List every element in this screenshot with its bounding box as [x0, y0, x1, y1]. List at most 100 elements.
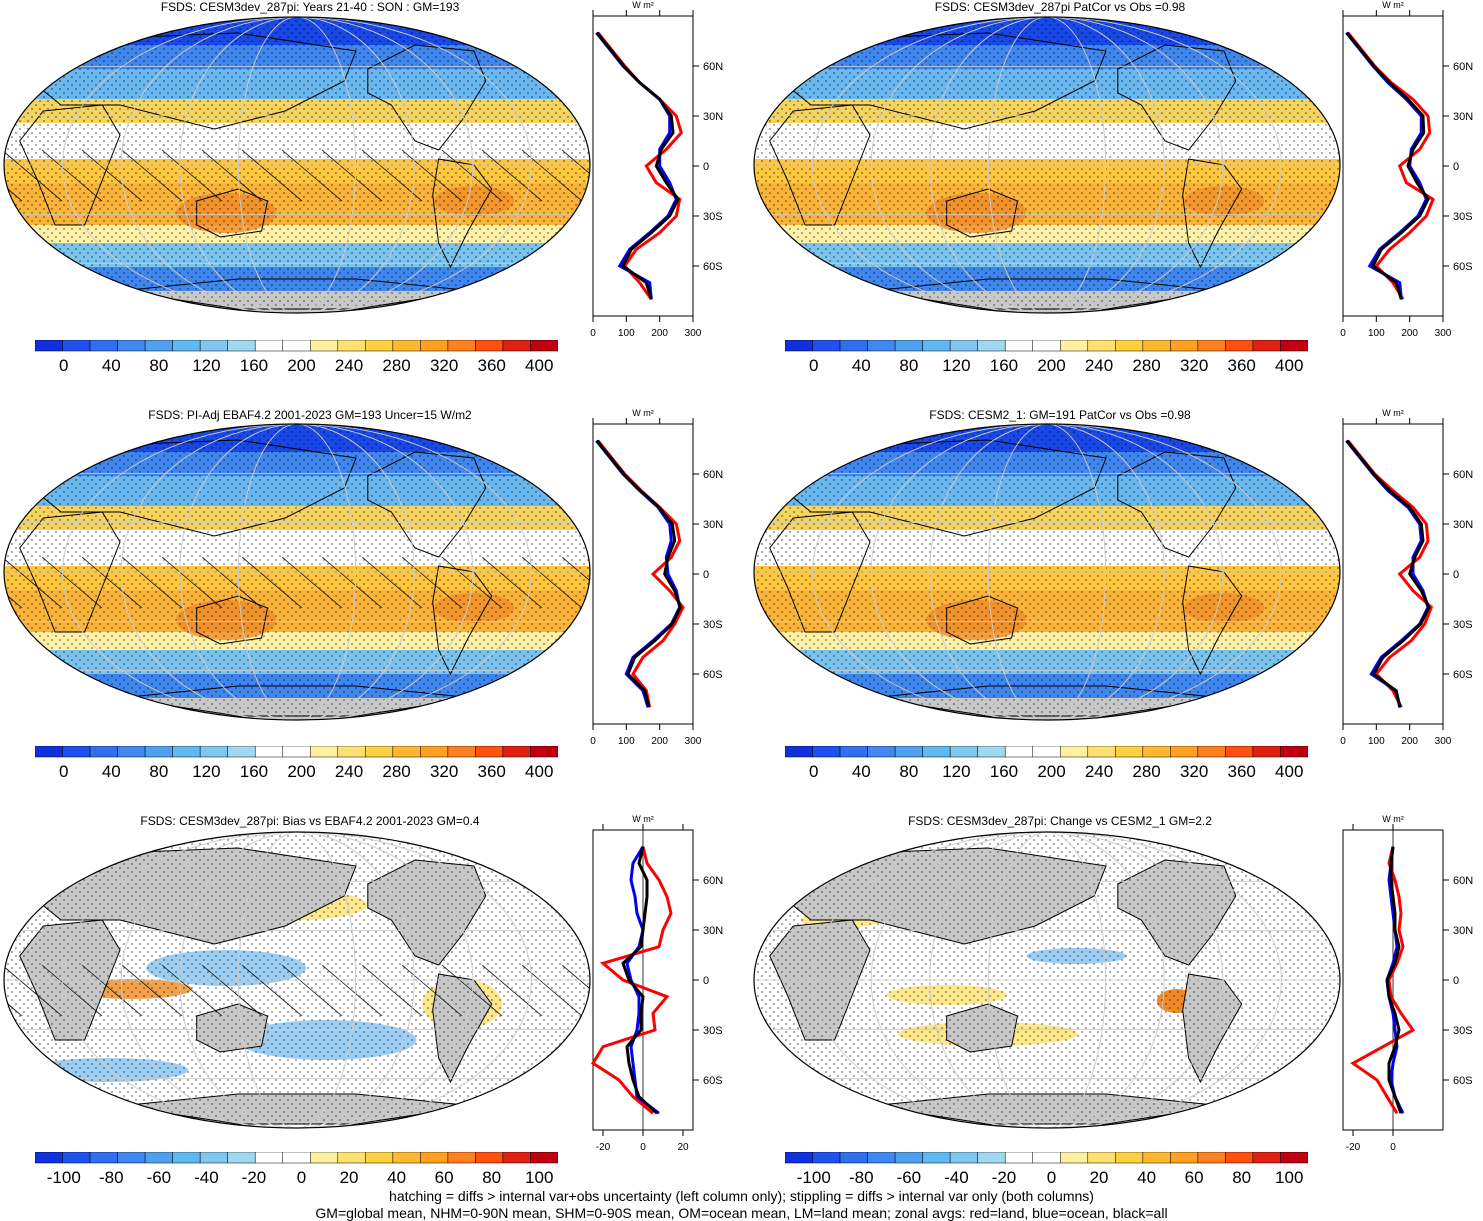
- colorbar-swatch: [1004, 340, 1033, 352]
- colorbar-swatch: [1197, 340, 1226, 352]
- colorbar-swatch: [894, 340, 923, 352]
- zonal-axis-title: W m²: [632, 0, 654, 10]
- colorbar-label: 0: [59, 356, 68, 375]
- colorbar-swatch: [392, 1152, 421, 1164]
- colorbar-swatch: [502, 340, 531, 352]
- colorbar-swatch: [199, 1152, 228, 1164]
- zonal-lat-label: 30N: [703, 111, 723, 123]
- zonal-lat-label: 0: [1453, 161, 1459, 173]
- hatching: [481, 149, 543, 202]
- colorbar-swatch: [310, 340, 339, 352]
- colorbar-swatch: [337, 340, 366, 352]
- colorbar-swatch: [1252, 1152, 1281, 1164]
- zonal-tick-label: 200: [651, 328, 668, 339]
- colorbar-swatch: [1197, 1152, 1226, 1164]
- colorbar-swatch: [35, 340, 63, 352]
- colorbar-label: 360: [477, 356, 505, 375]
- colorbar-label: 280: [382, 356, 410, 375]
- zonal-tick-label: -20: [596, 1142, 611, 1153]
- map-panel: [3, 16, 591, 314]
- colorbar-label: 200: [287, 356, 315, 375]
- graticule-lon: [179, 17, 415, 313]
- colorbar-swatch: [1142, 1152, 1171, 1164]
- zonal-tick-label: 0: [590, 736, 596, 747]
- zonal-lat-label: 30N: [703, 925, 723, 937]
- colorbar-swatch: [949, 340, 978, 352]
- zonal-lat-label: 60N: [1453, 875, 1473, 887]
- zonal-lat-label: 0: [1453, 975, 1459, 987]
- colorbar-swatch: [867, 1152, 896, 1164]
- colorbar-swatch: [502, 746, 531, 758]
- zonal-lat-label: 60S: [703, 1075, 723, 1087]
- map-border: [3, 831, 591, 1129]
- zonal-line-land: [596, 439, 685, 708]
- colorbar: -100 -80 -60 -40 -20 0 20 40 60 80 100: [35, 1152, 558, 1187]
- zonal-tick-label: 0: [590, 328, 596, 339]
- colorbar-swatch: [1032, 1152, 1061, 1164]
- zonal-lat-label: 30S: [703, 211, 723, 223]
- zonal-line-land: [1346, 439, 1434, 708]
- footnote-line-2: GM=global mean, NHM=0-90N mean, SHM=0-90…: [315, 1205, 1168, 1221]
- colorbar-label: 60: [435, 1168, 454, 1187]
- hatching: [4, 149, 23, 202]
- graticule-lon: [237, 17, 356, 313]
- map-panel: [3, 831, 591, 1129]
- colorbar-swatch: [392, 340, 421, 352]
- zonal-lat-label: 30S: [1453, 1025, 1473, 1037]
- colorbar-swatch: [475, 340, 504, 352]
- zonal-tick-label: 200: [1401, 328, 1418, 339]
- zonal-line-land: [1346, 31, 1435, 301]
- map-border: [753, 16, 1341, 314]
- colorbar-label: 100: [525, 1168, 553, 1187]
- colorbar-label: 200: [287, 762, 315, 781]
- zonal-lat-label: 60S: [1453, 669, 1473, 681]
- graticule-lon: [987, 17, 1106, 313]
- hatching: [521, 964, 583, 1017]
- hatching: [281, 149, 343, 202]
- colorbar-swatch: [62, 1152, 91, 1164]
- colorbar-label: 80: [899, 356, 918, 375]
- colorbar-swatch: [310, 1152, 339, 1164]
- colorbar-label: 120: [192, 356, 220, 375]
- zonal-line-all: [595, 31, 680, 300]
- graticule-lon: [237, 424, 356, 720]
- zonal-lat-label: 60N: [703, 875, 723, 887]
- colorbar-label: 400: [525, 356, 553, 375]
- colorbar-swatch: [199, 746, 228, 758]
- zonal-tick-label: 100: [1368, 328, 1385, 339]
- colorbar-swatch: [62, 340, 91, 352]
- graticule-lon: [812, 17, 1282, 313]
- colorbar-label: 0: [297, 1168, 306, 1187]
- hatching: [241, 964, 303, 1017]
- colorbar-swatch: [530, 1152, 558, 1164]
- colorbar-swatch: [949, 1152, 978, 1164]
- colorbar-label: -40: [944, 1168, 969, 1187]
- colorbar-swatch: [365, 340, 394, 352]
- colorbar-label: -100: [797, 1168, 831, 1187]
- colorbar-swatch: [839, 1152, 868, 1164]
- colorbar-swatch: [254, 1152, 283, 1164]
- colorbar-label: 80: [482, 1168, 501, 1187]
- colorbar-swatch: [922, 746, 951, 758]
- hatching: [561, 964, 590, 1017]
- zonal-tick-label: 0: [1340, 736, 1346, 747]
- zonal-mean-plot: 0 100 200 300 60N 30N 0 30S 60S W m²: [1340, 0, 1473, 339]
- colorbar-swatch: [62, 746, 91, 758]
- colorbar-label: -60: [897, 1168, 922, 1187]
- zonal-tick-label: 300: [1435, 328, 1452, 339]
- map-border: [3, 423, 591, 721]
- colorbar-label: 80: [899, 762, 918, 781]
- colorbar-label: 80: [149, 762, 168, 781]
- map-border: [3, 16, 591, 314]
- zonal-line-all: [621, 846, 659, 1115]
- colorbar-label: 320: [430, 356, 458, 375]
- colorbar-swatch: [144, 746, 173, 758]
- map-title: FSDS: CESM2_1: GM=191 PatCor vs Obs =0.9…: [929, 408, 1191, 422]
- zonal-lat-label: 60N: [703, 61, 723, 73]
- colorbar-swatch: [1004, 1152, 1033, 1164]
- zonal-frame: [1342, 423, 1444, 725]
- graticule-lon: [812, 424, 1282, 720]
- hatching: [401, 556, 463, 609]
- graticule-lon: [179, 424, 415, 720]
- hatching: [81, 964, 143, 1017]
